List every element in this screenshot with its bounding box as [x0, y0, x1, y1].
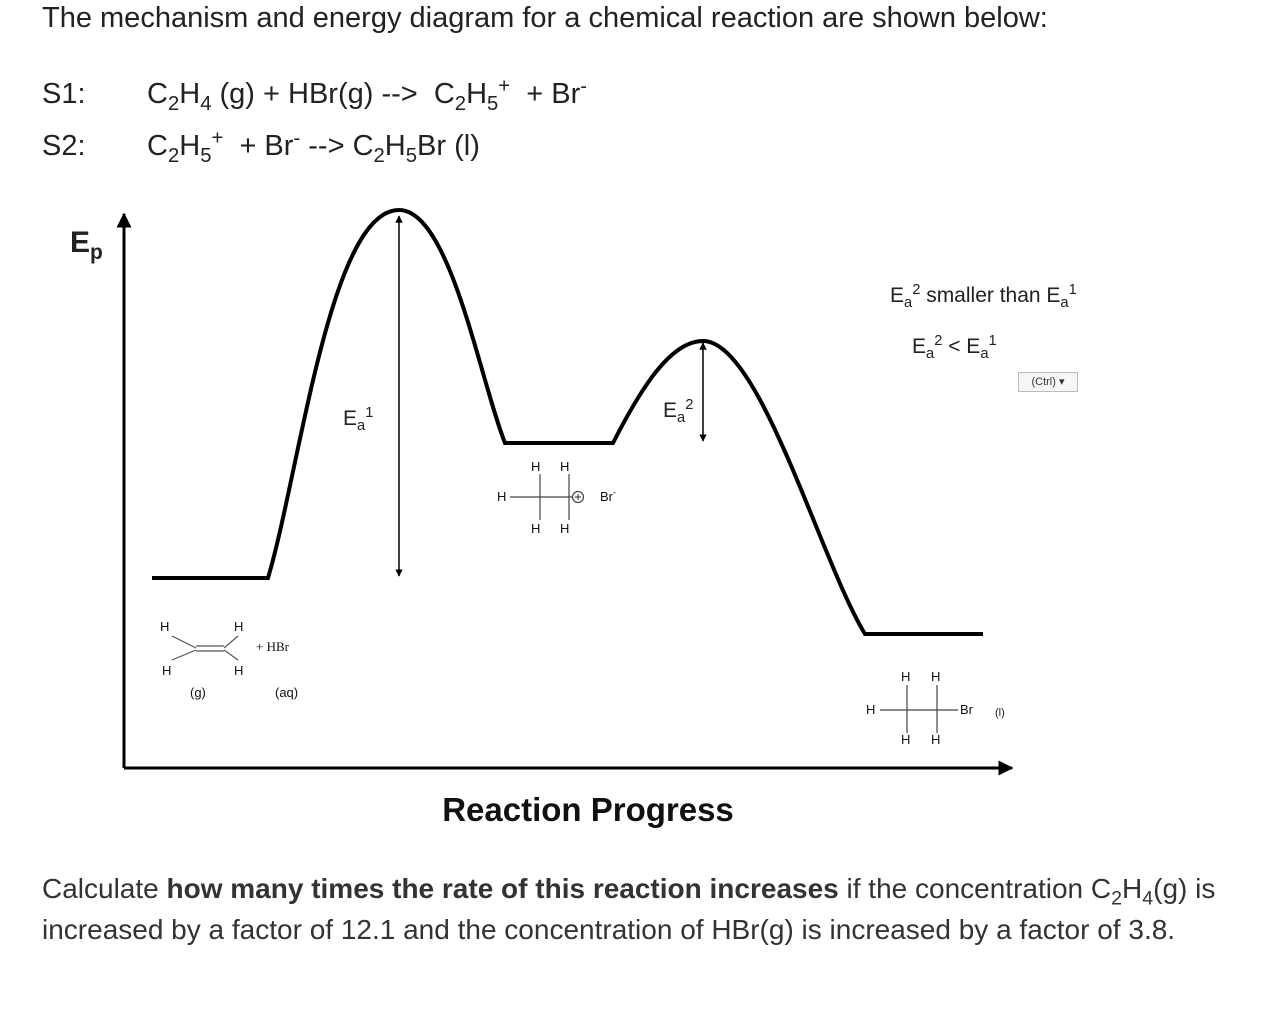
- energy-curve: [152, 207, 983, 636]
- atom: H: [162, 663, 172, 678]
- subscript: 2: [454, 92, 467, 115]
- text: if the concentration C: [838, 873, 1112, 904]
- atom: H: [901, 669, 911, 684]
- text: smaller than E: [920, 284, 1061, 307]
- paste-options-button[interactable]: (Ctrl) ▾: [1018, 372, 1078, 392]
- equation: C2H4 (g) + HBr(g) --> C2H5+ + Br-: [147, 76, 587, 114]
- barrier-label: Ea2: [663, 397, 694, 426]
- subscript: a: [1060, 295, 1069, 312]
- superscript: -: [613, 487, 617, 498]
- heading: The mechanism and energy diagram for a c…: [42, 2, 1048, 34]
- reagent: + HBr: [256, 639, 289, 654]
- text: E: [912, 335, 927, 358]
- atom: H: [160, 619, 170, 634]
- subscript: 2: [373, 144, 385, 167]
- atom: H: [560, 459, 570, 474]
- superscript: 2: [934, 333, 943, 349]
- text: H: [384, 130, 406, 162]
- emphasis: how many times the rate of this reaction…: [166, 873, 839, 904]
- text: --> C: [300, 130, 374, 162]
- atom: Br: [960, 702, 973, 717]
- step-label: S1:: [42, 78, 86, 110]
- text: Br (l): [417, 130, 480, 162]
- subscript: 5: [487, 92, 499, 115]
- atom: H: [531, 459, 541, 474]
- note: Ea2 < Ea1: [912, 333, 997, 362]
- subscript: 2: [167, 92, 180, 115]
- subscript: a: [677, 410, 686, 427]
- anion: Br-: [600, 487, 617, 504]
- text: E: [890, 284, 905, 307]
- atom: H: [497, 489, 507, 504]
- text: H: [1122, 873, 1143, 904]
- x-axis-label: Reaction Progress: [442, 791, 734, 828]
- subscript: 2: [167, 144, 180, 167]
- superscript: +: [498, 75, 511, 98]
- atom: H: [931, 669, 941, 684]
- superscript: 2: [912, 282, 921, 298]
- note: Ea2 smaller than Ea1: [890, 282, 1077, 311]
- product-bonds: [880, 685, 958, 733]
- text: + Br: [510, 78, 581, 110]
- atom: H: [531, 521, 541, 536]
- shape: [223, 635, 239, 649]
- text: + Br: [223, 130, 294, 162]
- atom: H: [931, 732, 941, 747]
- atom: H: [560, 521, 570, 536]
- text: E: [663, 399, 678, 422]
- text: H: [466, 78, 488, 110]
- reactant-bonds: [171, 635, 239, 661]
- intermediate-bonds: [510, 474, 585, 520]
- subscript: 2: [1111, 887, 1123, 910]
- text: C: [147, 78, 168, 110]
- atom: H: [866, 702, 876, 717]
- state: (aq): [275, 685, 299, 700]
- subscript: a: [926, 346, 935, 363]
- equation: C2H5+ + Br- --> C2H5Br (l): [147, 128, 480, 166]
- barrier-label: Ea1: [343, 405, 374, 434]
- text: C: [147, 130, 168, 162]
- superscript: 1: [365, 405, 374, 421]
- shape: [223, 649, 239, 661]
- superscript: 1: [988, 333, 997, 349]
- y-axis-label: Ep: [70, 226, 103, 264]
- superscript: +: [211, 127, 224, 150]
- superscript: 2: [685, 397, 694, 413]
- button-text: (Ctrl): [1031, 376, 1056, 388]
- question: Calculate how many times the rate of thi…: [42, 868, 1272, 950]
- subscript: 4: [200, 92, 212, 115]
- shape: [171, 635, 197, 649]
- shape: [171, 649, 197, 661]
- text: H: [179, 78, 201, 110]
- state: (l): [995, 707, 1005, 719]
- subscript: 5: [200, 144, 212, 167]
- step-label: S2:: [42, 130, 86, 162]
- subscript: a: [357, 418, 366, 435]
- atom: H: [234, 619, 244, 634]
- atom: H: [901, 732, 911, 747]
- text: Br: [600, 489, 613, 504]
- subscript: p: [90, 241, 103, 264]
- text: Calculate: [42, 873, 167, 904]
- text: E: [70, 226, 91, 259]
- text: H: [179, 130, 201, 162]
- state: (g): [190, 685, 206, 700]
- text: (g) is increased by a factor of 12.1 and…: [42, 873, 1216, 945]
- subscript: 5: [405, 144, 418, 167]
- subscript: 4: [1142, 887, 1154, 910]
- text: E: [343, 407, 358, 430]
- superscript: -: [293, 127, 301, 150]
- subscript: a: [980, 346, 989, 363]
- text: < E: [942, 335, 981, 358]
- subscript: a: [904, 295, 913, 312]
- atom: H: [234, 663, 244, 678]
- superscript: -: [580, 75, 588, 98]
- text: (g) + HBr(g) --> C: [211, 78, 455, 110]
- superscript: 1: [1068, 282, 1077, 298]
